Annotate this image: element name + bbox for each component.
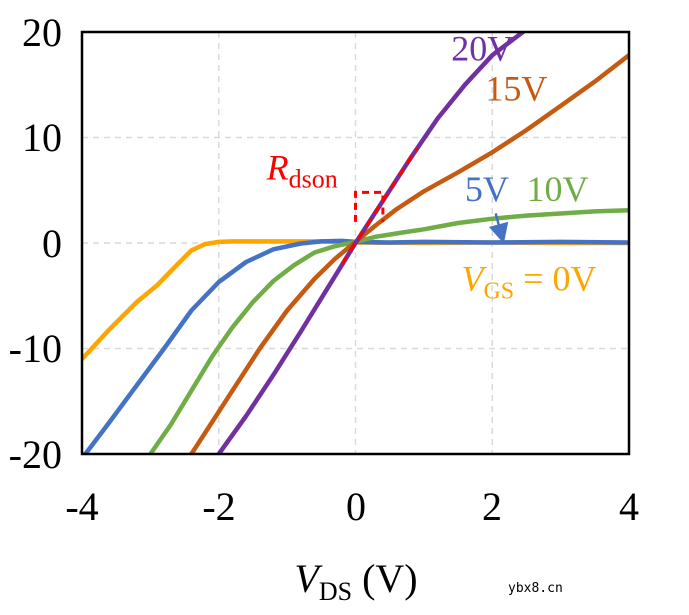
rdson-label-sub: dson [289, 165, 338, 194]
rdson-label-main: R [266, 148, 289, 188]
watermark: ybx8.cn [508, 581, 563, 596]
rdson-tangent-line [340, 147, 419, 265]
y-tick-label: 10 [22, 115, 62, 160]
plot-frame [80, 30, 631, 456]
series-line-10v [148, 208, 629, 454]
annotation-layer [340, 147, 509, 265]
x-axis-title-sub: DS [319, 577, 352, 606]
x-tick-label: -2 [202, 484, 235, 529]
vgs-label-main: V [461, 258, 487, 298]
y-tick-label: 0 [42, 221, 62, 266]
series-label-20v: 20V [451, 28, 513, 68]
y-tick-label: -20 [9, 432, 62, 477]
rdson-slope-triangle [354, 190, 385, 222]
series-label-10v: 10V [526, 169, 588, 209]
y-tick-label: -10 [9, 326, 62, 371]
series-line-5v [83, 238, 629, 454]
vgs-label-sub: GS [483, 278, 514, 304]
x-axis-title: VDS (V) [294, 556, 417, 606]
x-tick-label: -4 [65, 484, 98, 529]
x-axis-title-unit: (V) [352, 556, 418, 601]
series-label-vgs-0v: VGS = 0V [461, 258, 596, 304]
x-tick-label: 2 [482, 484, 502, 529]
x-tick-label: 4 [619, 484, 639, 529]
x-axis-title-main: V [294, 556, 323, 601]
rdson-label: Rdson [266, 148, 338, 194]
arrow-5v-icon [488, 213, 509, 244]
vgs-label-rest: = 0V [514, 258, 596, 298]
x-tick-label: 0 [346, 484, 366, 529]
y-tick-label: 20 [22, 10, 62, 55]
series-label-5v: 5V [465, 169, 509, 209]
series-label-15v: 15V [485, 69, 547, 109]
series-line-15v [189, 52, 629, 454]
